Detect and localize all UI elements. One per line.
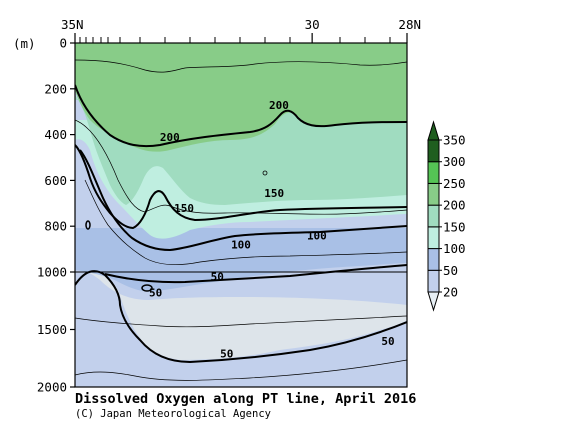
contour-100 xyxy=(79,149,407,252)
contour-value-labels: 200 200 150 150 100 100 50 50 50 50 xyxy=(149,99,395,361)
contour-closed-small-3 xyxy=(262,170,268,176)
contour-150 xyxy=(75,144,407,230)
y-tick-label: 200 xyxy=(44,81,67,96)
contour-thin-3 xyxy=(84,179,407,265)
colorbar-label: 20 xyxy=(443,285,458,300)
colorbar: 20 50 100 150 200 250 300 350 xyxy=(427,120,466,312)
colorbar-cell xyxy=(427,291,440,312)
colorbar-label: 250 xyxy=(443,176,466,191)
y-tick-label: 600 xyxy=(44,173,67,188)
contour-label: 50 xyxy=(211,271,224,284)
y-tick-label: 1500 xyxy=(37,322,67,337)
contour-label: 100 xyxy=(307,229,327,242)
colorbar-cell xyxy=(427,226,440,250)
region-50-100-band xyxy=(75,140,407,292)
x-minor-ticks xyxy=(79,37,391,43)
contour-thin-2 xyxy=(75,119,407,215)
colorbar-cell xyxy=(427,248,440,271)
colorbar-label: 300 xyxy=(443,154,466,169)
contour-200 xyxy=(75,84,407,148)
y-tick-label: 0 xyxy=(59,36,67,51)
region-200-250 xyxy=(75,43,407,152)
y-tick-label: 1000 xyxy=(37,265,67,280)
contour-closed-small xyxy=(141,284,153,292)
contour-closed-small-2 xyxy=(85,220,91,230)
contour-label: 150 xyxy=(174,202,194,215)
contour-label: 150 xyxy=(264,187,284,200)
contour-label: 100 xyxy=(231,239,251,252)
colorbar-label: 200 xyxy=(443,198,466,213)
y-axis-unit-label: (m) xyxy=(13,36,36,51)
y-tick-label: 800 xyxy=(44,219,67,234)
y-tick-label: 2000 xyxy=(37,380,67,395)
y-tick-label: 400 xyxy=(44,127,67,142)
contour-label: 50 xyxy=(149,287,162,300)
chart-title: Dissolved Oxygen along PT line, April 20… xyxy=(75,391,416,407)
colorbar-cell xyxy=(427,161,440,184)
contour-lines xyxy=(75,59,407,381)
colorbar-cell xyxy=(427,182,440,206)
y-axis: 0 200 400 600 800 1000 1500 2000 xyxy=(37,36,75,395)
contour-50-upper xyxy=(104,264,407,284)
colorbar-cell xyxy=(427,139,440,163)
contour-label: 50 xyxy=(381,335,394,348)
contour-thin-1 xyxy=(75,59,407,73)
x-axis: 35N 30 28N xyxy=(61,17,421,43)
contour-label: 200 xyxy=(160,131,180,144)
credit-line: (C) Japan Meteorological Agency xyxy=(75,408,271,420)
contour-label: 200 xyxy=(269,99,289,112)
colorbar-label: 350 xyxy=(443,133,466,148)
x-tick-label: 28N xyxy=(398,17,421,32)
contour-label: 50 xyxy=(220,348,233,361)
plot-frame xyxy=(74,42,408,388)
region-20-50-core xyxy=(75,265,407,360)
colorbar-cell xyxy=(427,204,440,228)
contour-thin-5 xyxy=(75,359,407,381)
contour-thin-4 xyxy=(75,315,407,328)
colorbar-cell xyxy=(427,269,440,293)
colorbar-label: 100 xyxy=(443,241,466,256)
x-tick-label: 30 xyxy=(305,17,320,32)
x-tick-label: 35N xyxy=(61,17,84,32)
colorbar-label: 150 xyxy=(443,219,466,234)
colorbar-label: 50 xyxy=(443,263,458,278)
colorbar-cell xyxy=(427,120,440,141)
